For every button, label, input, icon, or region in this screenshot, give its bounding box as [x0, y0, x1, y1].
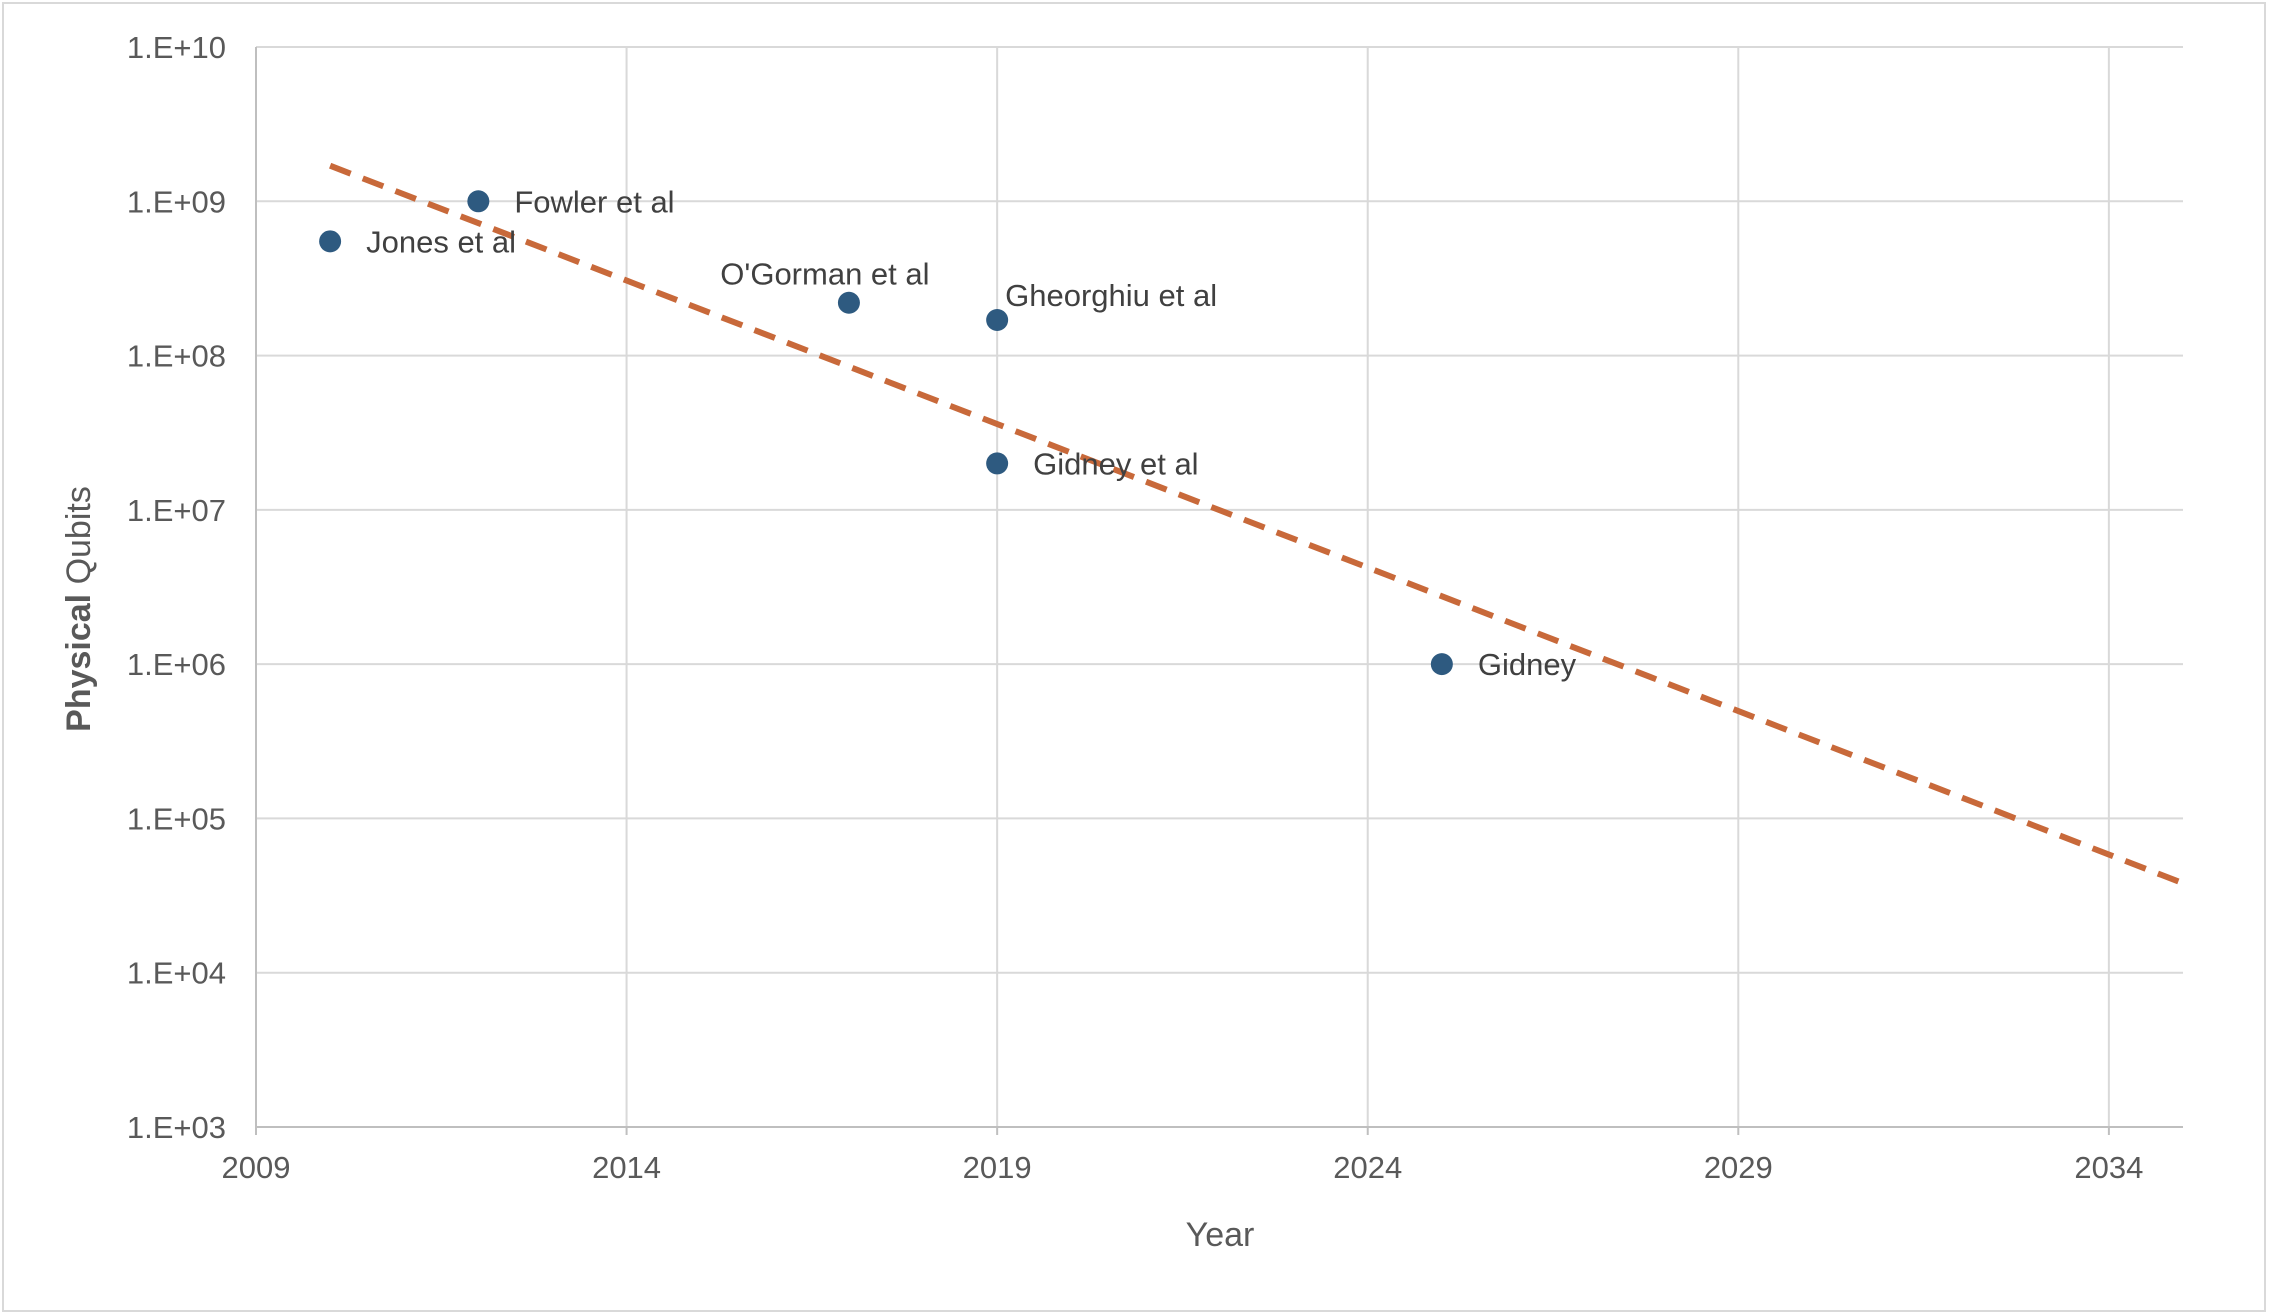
point-label: Gidney	[1478, 647, 1577, 682]
y-axis-title-strong: Physical	[60, 594, 98, 732]
y-tick-label: 1.E+07	[127, 493, 226, 528]
trendline	[329, 162, 2185, 887]
x-tick-label: 2034	[2074, 1150, 2143, 1185]
data-point	[837, 291, 860, 314]
x-tick-labels: 2009 2014 2019 2024 2029 2034	[222, 1150, 2144, 1185]
y-axis-title-rest: Qubits	[60, 486, 98, 594]
point-label: Gheorghiu et al	[1005, 278, 1217, 313]
data-point	[1430, 653, 1453, 676]
point-labels: Jones et al Fowler et al O'Gorman et al Ghe…	[366, 184, 1576, 682]
point-label: Jones et al	[366, 224, 516, 259]
x-tick-label: 2009	[222, 1150, 291, 1185]
point-label: O'Gorman et al	[720, 257, 929, 292]
x-axis-title: Year	[1186, 1216, 1255, 1254]
x-tick-label: 2024	[1333, 1150, 1402, 1185]
y-tick-label: 1.E+05	[127, 801, 226, 836]
point-label: Gidney et al	[1033, 446, 1198, 481]
x-tick-label: 2014	[592, 1150, 661, 1185]
data-point	[986, 452, 1009, 475]
y-axis-title: Physical Qubits	[60, 486, 98, 732]
data-point	[986, 309, 1009, 332]
y-tick-labels: 1.E+03 1.E+04 1.E+05 1.E+06 1.E+07 1.E+08 1.E+…	[127, 30, 226, 1145]
axes	[255, 47, 2183, 1135]
data-point	[467, 190, 490, 213]
x-tick-label: 2019	[963, 1150, 1032, 1185]
grid-lines	[256, 46, 2183, 1127]
y-tick-label: 1.E+06	[127, 647, 226, 682]
x-tick-label: 2029	[1704, 1150, 1773, 1185]
y-tick-label: 1.E+04	[127, 956, 226, 991]
y-tick-label: 1.E+03	[127, 1110, 226, 1145]
data-point	[319, 230, 342, 253]
y-tick-label: 1.E+08	[127, 339, 226, 374]
trendline-group	[329, 162, 2185, 887]
point-label: Fowler et al	[514, 184, 674, 219]
y-tick-label: 1.E+09	[127, 184, 226, 219]
data-points	[319, 190, 1453, 676]
y-tick-label: 1.E+10	[127, 30, 226, 65]
